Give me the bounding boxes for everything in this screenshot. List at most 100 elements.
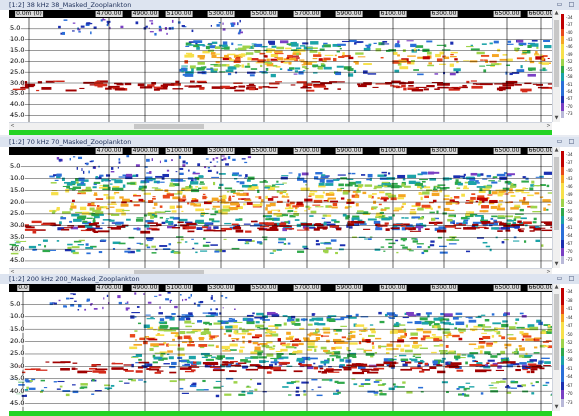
echo-patch xyxy=(324,200,328,201)
echo-patch xyxy=(230,344,238,347)
echo-patch xyxy=(397,339,404,342)
echo-patch xyxy=(439,344,443,347)
echo-patch xyxy=(247,392,253,394)
bottom-echo xyxy=(267,371,272,373)
bottom-echo xyxy=(473,83,477,84)
echogram-plot[interactable] xyxy=(9,292,552,411)
minimize-button[interactable]: ▭ xyxy=(556,276,563,282)
maximize-button[interactable]: □ xyxy=(568,2,575,8)
echo-patch xyxy=(190,203,195,206)
scroll-down-arrow[interactable]: ▼ xyxy=(553,404,560,411)
vertical-scroll-thumb[interactable] xyxy=(554,20,559,87)
ruler-tick-label: 4700.00 xyxy=(96,11,123,17)
color-scale-value: -43 xyxy=(566,38,573,42)
echo-patch xyxy=(236,181,239,182)
echo-patch xyxy=(461,217,468,219)
bottom-echo xyxy=(416,87,427,88)
echo-patch xyxy=(515,51,518,52)
color-scale-value: -58 xyxy=(566,218,573,222)
ruler-tick-label: 6300.00 xyxy=(431,148,458,154)
echo-patch xyxy=(342,336,346,338)
echo-patch xyxy=(517,57,524,59)
bottom-echo xyxy=(425,228,430,230)
horizontal-scrollbar[interactable]: <> xyxy=(9,122,552,130)
echo-patch xyxy=(185,46,189,47)
echo-patch xyxy=(248,156,251,158)
bottom-echo xyxy=(188,226,196,229)
bottom-echo xyxy=(390,364,395,366)
echo-patch xyxy=(136,21,139,24)
echo-patch xyxy=(143,293,145,294)
echo-patch xyxy=(388,246,392,248)
echo-patch xyxy=(412,345,419,348)
echo-patch xyxy=(307,334,312,336)
echo-patch xyxy=(340,188,344,189)
vertical-scroll-thumb[interactable] xyxy=(554,157,559,230)
depth-label: 35.0 xyxy=(9,375,25,382)
echogram-svg xyxy=(9,155,552,268)
bottom-echo xyxy=(297,230,309,231)
vertical-scrollbar[interactable]: ▲▼ xyxy=(552,284,560,411)
echo-patch xyxy=(208,167,210,169)
echogram-plot[interactable] xyxy=(9,18,552,122)
echo-patch xyxy=(204,166,206,168)
scroll-down-arrow[interactable]: ▼ xyxy=(553,261,560,268)
echo-patch xyxy=(450,54,453,55)
echo-patch xyxy=(291,321,295,323)
scroll-right-arrow[interactable]: > xyxy=(545,123,552,130)
echo-patch xyxy=(191,189,199,192)
echo-patch xyxy=(165,27,167,30)
bottom-echo xyxy=(193,361,196,363)
echo-patch xyxy=(97,205,100,207)
echo-patch xyxy=(232,159,235,161)
echo-patch xyxy=(498,193,504,195)
scroll-up-arrow[interactable]: ▲ xyxy=(553,10,560,17)
echo-patch xyxy=(262,319,270,321)
echo-patch xyxy=(510,207,519,209)
depth-label: 20.0 xyxy=(9,58,25,65)
echo-patch xyxy=(208,345,214,347)
echo-patch xyxy=(172,210,177,212)
echo-patch xyxy=(307,47,313,48)
echo-patch xyxy=(240,181,245,184)
horizontal-scroll-thumb[interactable] xyxy=(134,124,204,129)
echo-patch xyxy=(247,333,251,335)
echo-patch xyxy=(62,32,65,35)
bottom-echo xyxy=(437,230,446,233)
echo-patch xyxy=(438,237,442,239)
echo-patch xyxy=(401,217,404,218)
vertical-scrollbar[interactable]: ▲▼ xyxy=(552,147,560,268)
echo-patch xyxy=(458,386,464,388)
scroll-up-arrow[interactable]: ▲ xyxy=(553,284,560,291)
echo-patch xyxy=(222,155,225,156)
scroll-left-arrow[interactable]: < xyxy=(9,123,16,130)
echogram-plot[interactable] xyxy=(9,155,552,268)
scroll-down-arrow[interactable]: ▼ xyxy=(553,115,560,122)
echo-patch xyxy=(210,162,212,163)
echo-patch xyxy=(548,58,550,59)
minimize-button[interactable]: ▭ xyxy=(556,2,563,8)
minimize-button[interactable]: ▭ xyxy=(556,139,563,145)
echo-patch xyxy=(119,381,123,382)
echo-patch xyxy=(252,45,256,46)
echo-patch xyxy=(340,326,347,327)
scroll-up-arrow[interactable]: ▲ xyxy=(553,147,560,154)
echo-patch xyxy=(516,327,524,329)
echo-patch xyxy=(389,388,395,390)
echo-patch xyxy=(355,324,364,326)
vertical-scroll-thumb[interactable] xyxy=(554,294,559,370)
echo-patch xyxy=(213,300,215,301)
maximize-button[interactable]: □ xyxy=(568,139,575,145)
echo-patch xyxy=(388,172,390,174)
panel-title: [1:2] 38 kHz 38_Masked_Zooplankton xyxy=(9,1,131,9)
maximize-button[interactable]: □ xyxy=(568,276,575,282)
echo-patch xyxy=(471,173,478,176)
echo-patch xyxy=(120,26,123,28)
echo-patch xyxy=(81,26,85,28)
bottom-echo xyxy=(422,369,430,371)
echo-patch xyxy=(511,183,514,185)
echo-patch xyxy=(440,352,446,354)
echo-patch xyxy=(160,354,163,357)
vertical-scrollbar[interactable]: ▲▼ xyxy=(552,10,560,122)
